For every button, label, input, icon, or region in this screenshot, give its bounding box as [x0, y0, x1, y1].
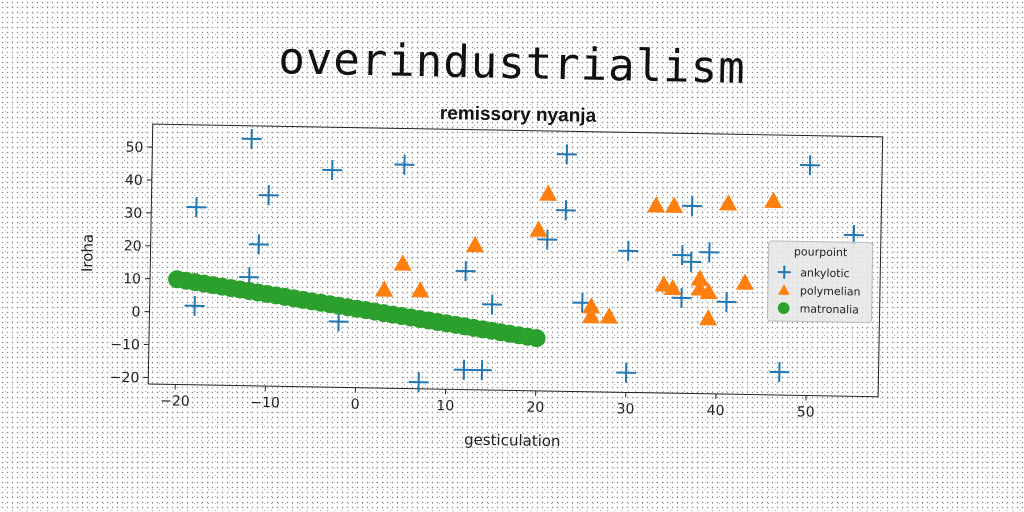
y-tick-label: −20 — [110, 370, 140, 387]
polymelian-point — [582, 297, 601, 314]
x-axis-label: gesticulation — [464, 431, 561, 451]
ankylotic-point — [408, 372, 429, 393]
ankylotic-point — [555, 200, 576, 221]
polymelian-point — [735, 273, 754, 290]
ankylotic-point — [682, 195, 703, 216]
ankylotic-point — [769, 362, 790, 383]
ankylotic-point — [394, 154, 415, 175]
ankylotic-point — [241, 128, 262, 149]
scatter-plot: remissory nyanja −20 −10 0 10 20 30 40 50 −20 −10… — [78, 103, 884, 451]
y-tick-label: 20 — [124, 238, 142, 254]
polymelian-point — [699, 282, 718, 300]
legend-title: pourpoint — [794, 245, 848, 259]
polymelian-point — [665, 196, 684, 213]
polymelian-point — [764, 191, 783, 209]
x-tick-label: 20 — [526, 400, 544, 416]
polymelian-point — [393, 254, 412, 271]
matronalia-point — [777, 302, 790, 314]
legend-item: matronalia — [777, 302, 860, 316]
page-title: overindustrialism — [277, 33, 747, 94]
polymelian-point — [411, 281, 430, 298]
chart-title: remissory nyanja — [440, 103, 597, 127]
y-tick-label: 0 — [131, 304, 140, 320]
polymelian-point — [646, 196, 665, 213]
polymelian-point — [529, 220, 548, 237]
polymelian-point — [663, 278, 682, 296]
ankylotic-point — [556, 144, 577, 165]
legend-item: ankylotic — [777, 265, 850, 280]
series-polymelian — [375, 184, 783, 326]
y-tick-label: 50 — [125, 140, 143, 156]
ankylotic-point — [699, 242, 720, 263]
legend-box — [766, 240, 874, 324]
ankylotic-point — [453, 359, 474, 380]
polymelian-point — [539, 184, 558, 201]
legend-item: polymelian — [778, 284, 861, 298]
ankylotic-point — [471, 360, 492, 381]
legend-label: polymelian — [800, 284, 861, 298]
legend-label: ankylotic — [800, 266, 850, 280]
legend-label: matronalia — [800, 302, 860, 316]
series-ankylotic — [184, 128, 864, 393]
polymelian-point — [599, 307, 618, 324]
data-points — [168, 128, 864, 393]
y-tick-label: 30 — [124, 205, 142, 221]
y-tick-label: 40 — [125, 173, 143, 189]
x-tick-label: 50 — [797, 404, 815, 420]
series-matronalia — [168, 270, 546, 348]
ankylotic-point — [671, 287, 692, 308]
y-tick-label: −10 — [110, 337, 140, 354]
legend: pourpoint ankylotic polymelian matronalia — [766, 240, 874, 324]
y-axis-label: Iroha — [78, 234, 97, 272]
polymelian-point — [778, 284, 790, 295]
x-tick-label: −10 — [250, 395, 280, 412]
polymelian-point — [690, 269, 709, 286]
ankylotic-point — [843, 225, 864, 246]
ankylotic-point — [800, 155, 821, 176]
ankylotic-point — [455, 261, 476, 282]
ankylotic-point — [681, 251, 702, 272]
ankylotic-point — [618, 240, 639, 261]
ankylotic-point — [322, 159, 343, 181]
polymelian-point — [719, 194, 738, 211]
chart: remissory nyanja −20 −10 0 10 20 30 40 50 −20 −10… — [77, 93, 903, 477]
x-tick-label: 30 — [616, 401, 634, 417]
ankylotic-point — [184, 295, 205, 316]
ankylotic-point — [616, 362, 637, 383]
plot-frame — [147, 123, 884, 398]
polymelian-point — [699, 309, 718, 326]
ankylotic-point — [258, 185, 279, 206]
ankylotic-point — [186, 197, 207, 218]
ankylotic-point — [328, 311, 349, 332]
axis-ticks: −20 −10 0 10 20 30 40 50 −20 −10 0 10 20 30 40 50 — [110, 140, 815, 421]
ankylotic-point — [248, 234, 269, 255]
matronalia-point — [527, 329, 546, 348]
polymelian-point — [466, 235, 485, 253]
ankylotic-point — [482, 294, 503, 315]
polymelian-point — [375, 280, 394, 297]
x-tick-label: 10 — [436, 398, 454, 414]
y-tick-label: 10 — [123, 271, 141, 287]
ankylotic-point — [537, 229, 558, 250]
x-tick-label: 0 — [351, 397, 360, 413]
ankylotic-point — [716, 291, 737, 312]
polymelian-point — [581, 307, 600, 324]
ankylotic-point — [777, 265, 791, 279]
x-tick-label: 40 — [707, 403, 725, 419]
x-tick-label: −20 — [160, 393, 190, 410]
